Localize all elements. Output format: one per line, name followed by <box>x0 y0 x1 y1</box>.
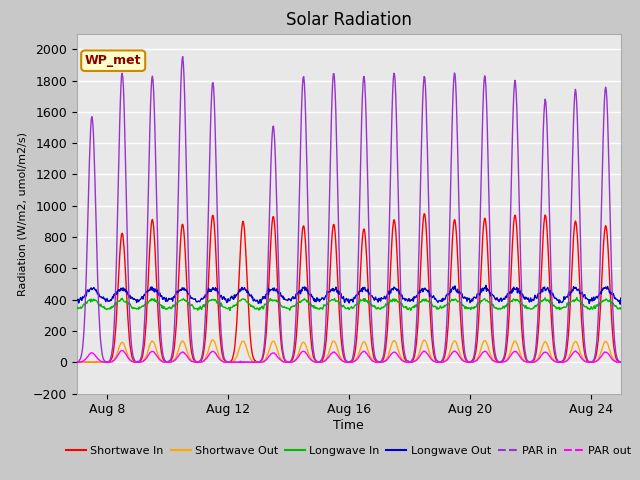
Title: Solar Radiation: Solar Radiation <box>286 11 412 29</box>
Y-axis label: Radiation (W/m2, umol/m2/s): Radiation (W/m2, umol/m2/s) <box>17 132 27 296</box>
X-axis label: Time: Time <box>333 419 364 432</box>
Text: WP_met: WP_met <box>85 54 141 67</box>
Legend: Shortwave In, Shortwave Out, Longwave In, Longwave Out, PAR in, PAR out: Shortwave In, Shortwave Out, Longwave In… <box>61 441 636 460</box>
